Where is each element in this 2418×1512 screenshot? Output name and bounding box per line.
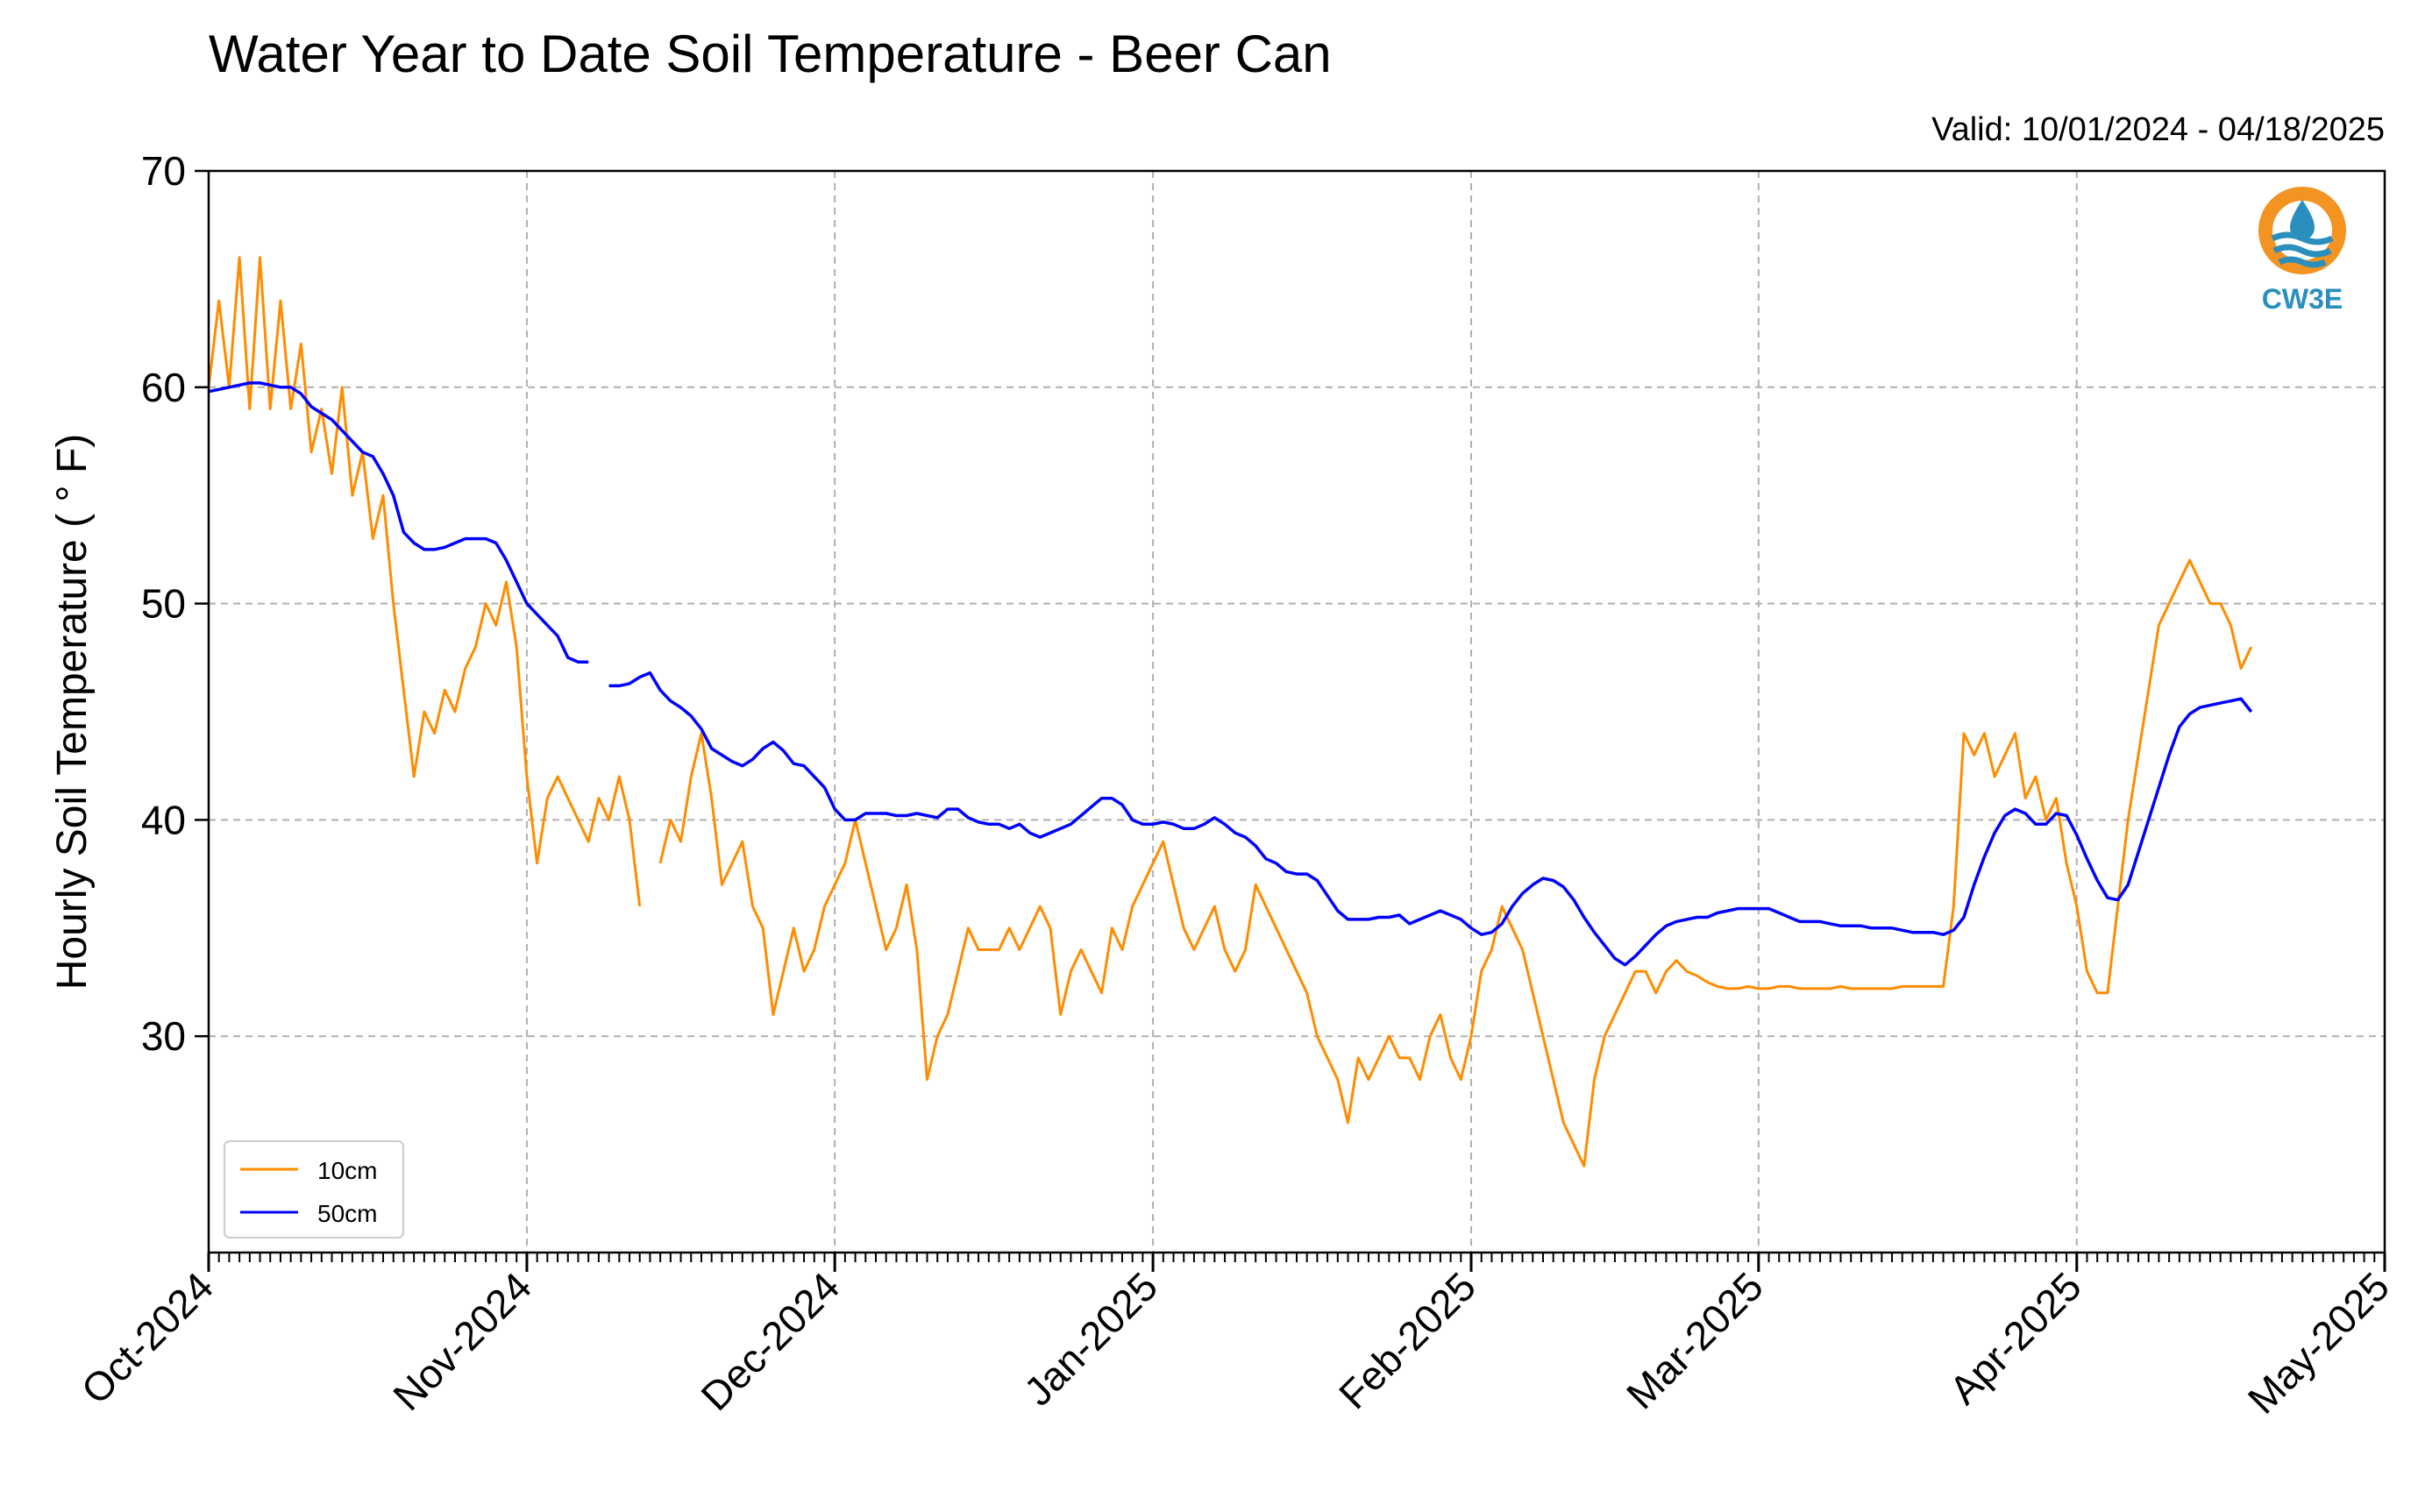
- y-tick-label: 40: [141, 797, 186, 842]
- y-tick-label: 60: [141, 365, 186, 410]
- logo-ring: [2258, 187, 2346, 274]
- x-axis-minor-ticks: [208, 1253, 2386, 1262]
- logo-text: CW3E: [2262, 283, 2343, 315]
- legend-label-50cm: 50cm: [317, 1200, 377, 1227]
- y-axis: 30 40 50 60 70: [141, 148, 209, 1059]
- y-tick-label: 70: [141, 148, 186, 194]
- water-drop-icon: [2290, 200, 2315, 240]
- chart-subtitle: Valid: 10/01/2024 - 04/18/2025: [1931, 111, 2385, 148]
- cw3e-logo: CW3E: [2258, 187, 2346, 315]
- y-tick-label: 30: [141, 1013, 186, 1059]
- y-tick-label: 50: [141, 581, 186, 627]
- legend: 10cm 50cm: [224, 1140, 404, 1239]
- legend-label-10cm: 10cm: [317, 1157, 377, 1184]
- y-axis-label: Hourly Soil Temperature ( ° F): [49, 434, 96, 990]
- chart-title: Water Year to Date Soil Temperature - Be…: [209, 25, 1332, 83]
- data-series: [207, 256, 2253, 1168]
- series-line-10cm: [207, 256, 2253, 1168]
- series-line-50cm: [208, 381, 2253, 967]
